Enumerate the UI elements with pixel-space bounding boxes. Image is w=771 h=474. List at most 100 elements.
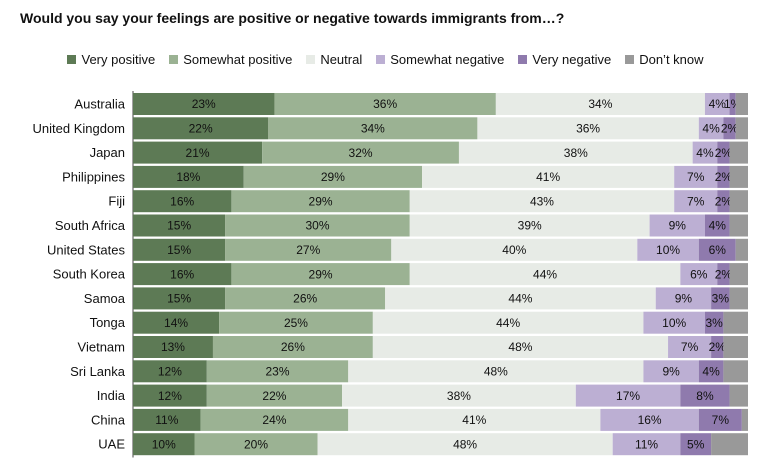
bar-samoa-somewhat-negative bbox=[655, 287, 712, 310]
value-label-samoa-very-negative: 3% bbox=[712, 292, 730, 306]
value-label-india-somewhat-negative: 17% bbox=[616, 389, 640, 403]
value-label-united-kingdom-very-positive: 22% bbox=[189, 122, 213, 136]
bar-australia-somewhat-positive bbox=[274, 93, 496, 115]
category-label-united-states: United States bbox=[47, 242, 126, 257]
bar-tonga-somewhat-negative bbox=[643, 311, 705, 334]
value-label-south-africa-very-negative: 4% bbox=[709, 219, 727, 233]
bar-china-somewhat-positive bbox=[200, 408, 349, 431]
bar-samoa-don-t-know bbox=[729, 287, 748, 310]
value-label-china-very-negative: 7% bbox=[712, 413, 730, 427]
bar-japan-very-positive bbox=[133, 141, 263, 164]
bar-samoa-neutral bbox=[385, 287, 656, 310]
value-label-south-africa-somewhat-negative: 9% bbox=[669, 219, 687, 233]
bar-philippines-very-positive bbox=[133, 165, 244, 188]
value-label-sri-lanka-somewhat-positive: 23% bbox=[266, 365, 290, 379]
legend-swatch-don-t-know bbox=[625, 55, 635, 64]
legend-item-very-positive: Very positive bbox=[67, 52, 155, 67]
bar-china-somewhat-negative bbox=[600, 408, 699, 431]
bar-sri-lanka-somewhat-negative bbox=[643, 360, 699, 383]
legend-item-very-negative: Very negative bbox=[518, 52, 611, 67]
bar-philippines-don-t-know bbox=[729, 165, 748, 188]
value-label-sri-lanka-very-negative: 4% bbox=[702, 365, 720, 379]
bar-tonga-don-t-know bbox=[723, 311, 748, 334]
value-label-philippines-very-negative: 2% bbox=[715, 170, 733, 184]
value-label-china-somewhat-positive: 24% bbox=[262, 413, 286, 427]
value-label-south-korea-somewhat-negative: 6% bbox=[690, 267, 708, 281]
value-label-uae-neutral: 48% bbox=[453, 437, 477, 451]
bar-united-states-neutral bbox=[391, 238, 638, 261]
legend-label-neutral: Neutral bbox=[320, 52, 363, 67]
bar-south-africa-don-t-know bbox=[729, 214, 748, 237]
bar-fiji-don-t-know bbox=[729, 190, 748, 213]
category-label-japan: Japan bbox=[90, 145, 125, 160]
value-label-australia-somewhat-negative: 4% bbox=[709, 97, 727, 111]
category-label-united-kingdom: United Kingdom bbox=[33, 121, 126, 136]
value-label-japan-neutral: 38% bbox=[564, 146, 588, 160]
value-label-united-kingdom-somewhat-positive: 34% bbox=[361, 122, 385, 136]
bar-vietnam-somewhat-negative bbox=[668, 336, 712, 358]
value-label-tonga-neutral: 44% bbox=[496, 316, 520, 330]
bar-india-don-t-know bbox=[729, 384, 748, 407]
bar-samoa-very-positive bbox=[133, 287, 226, 310]
bar-china-very-negative bbox=[698, 408, 742, 431]
value-label-japan-very-positive: 21% bbox=[186, 146, 210, 160]
bar-uae-very-negative bbox=[680, 433, 712, 456]
bar-uae-very-positive bbox=[133, 433, 195, 456]
bar-sri-lanka-somewhat-positive bbox=[206, 360, 349, 383]
value-label-uae-somewhat-positive: 20% bbox=[244, 437, 268, 451]
value-label-vietnam-neutral: 48% bbox=[508, 340, 532, 354]
category-label-sri-lanka: Sri Lanka bbox=[70, 364, 126, 379]
bar-uae-somewhat-positive bbox=[194, 433, 318, 456]
value-label-samoa-somewhat-negative: 9% bbox=[675, 292, 693, 306]
value-label-united-states-very-negative: 6% bbox=[709, 243, 727, 257]
bar-uae-neutral bbox=[317, 433, 613, 456]
bar-vietnam-very-positive bbox=[133, 336, 213, 358]
bar-fiji-somewhat-negative bbox=[674, 190, 718, 213]
value-label-japan-somewhat-negative: 4% bbox=[696, 146, 714, 160]
bar-united-states-somewhat-negative bbox=[637, 238, 699, 261]
category-label-vietnam: Vietnam bbox=[78, 340, 125, 355]
value-label-china-neutral: 41% bbox=[462, 413, 486, 427]
value-label-vietnam-very-negative: 2% bbox=[709, 340, 727, 354]
value-label-vietnam-somewhat-negative: 7% bbox=[681, 340, 699, 354]
bar-united-states-very-positive bbox=[133, 238, 226, 261]
bar-united-kingdom-very-positive bbox=[133, 117, 269, 140]
value-label-sri-lanka-very-positive: 12% bbox=[158, 365, 182, 379]
bar-japan-somewhat-negative bbox=[692, 141, 718, 164]
bar-tonga-very-positive bbox=[133, 311, 220, 334]
bar-australia-don-t-know bbox=[735, 93, 748, 115]
value-label-japan-very-negative: 2% bbox=[715, 146, 733, 160]
value-label-united-states-somewhat-positive: 27% bbox=[296, 243, 320, 257]
bar-united-states-somewhat-positive bbox=[225, 238, 392, 261]
bar-south-africa-somewhat-negative bbox=[649, 214, 705, 237]
bar-philippines-somewhat-negative bbox=[674, 165, 718, 188]
bar-south-korea-somewhat-positive bbox=[231, 263, 410, 286]
value-label-united-states-neutral: 40% bbox=[502, 243, 526, 257]
value-label-philippines-very-positive: 18% bbox=[176, 170, 200, 184]
bar-samoa-somewhat-positive bbox=[225, 287, 386, 310]
value-label-samoa-neutral: 44% bbox=[508, 292, 532, 306]
bar-india-somewhat-positive bbox=[206, 384, 343, 407]
bar-united-kingdom-don-t-know bbox=[735, 117, 748, 140]
value-label-japan-somewhat-positive: 32% bbox=[349, 146, 373, 160]
bar-samoa-very-negative bbox=[711, 287, 730, 310]
chart-legend: Very positive Somewhat positive Neutral Som… bbox=[0, 52, 771, 67]
value-label-india-somewhat-positive: 22% bbox=[262, 389, 286, 403]
bar-india-very-positive bbox=[133, 384, 207, 407]
bar-sri-lanka-very-positive bbox=[133, 360, 207, 383]
legend-swatch-very-negative bbox=[518, 55, 528, 64]
bar-tonga-very-negative bbox=[704, 311, 724, 334]
category-label-uae: UAE bbox=[98, 437, 125, 452]
bar-south-africa-somewhat-positive bbox=[225, 214, 410, 237]
bar-sri-lanka-very-negative bbox=[698, 360, 724, 383]
value-label-uae-very-positive: 10% bbox=[152, 437, 176, 451]
bar-vietnam-neutral bbox=[372, 336, 669, 358]
chart-title: Would you say your feelings are positive… bbox=[20, 10, 565, 26]
legend-label-don-t-know: Don’t know bbox=[639, 52, 704, 67]
category-label-india: India bbox=[97, 388, 126, 403]
bar-united-states-very-negative bbox=[698, 238, 736, 261]
bar-india-very-negative bbox=[680, 384, 730, 407]
legend-item-neutral: Neutral bbox=[306, 52, 362, 67]
bar-uae-don-t-know bbox=[711, 433, 748, 456]
legend-swatch-somewhat-positive bbox=[169, 55, 179, 64]
